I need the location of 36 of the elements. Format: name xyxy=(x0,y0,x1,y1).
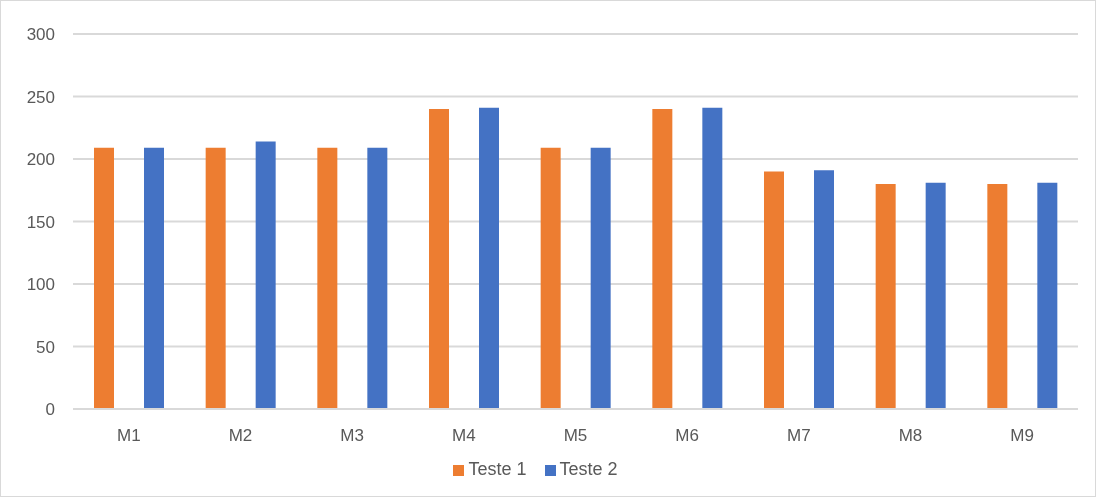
x-tick-label: M2 xyxy=(228,426,253,446)
bar xyxy=(925,182,946,409)
x-tick-label: M3 xyxy=(340,426,364,446)
bar xyxy=(205,147,226,409)
bar xyxy=(429,109,449,409)
y-tick-label: 150 xyxy=(26,212,55,232)
bar xyxy=(540,147,561,409)
x-tick-label: M6 xyxy=(675,426,699,446)
y-tick-label: 300 xyxy=(26,25,55,45)
bar xyxy=(814,170,834,409)
bar xyxy=(590,147,611,409)
x-tick-label: M1 xyxy=(117,426,141,446)
bar xyxy=(479,107,499,409)
bar xyxy=(144,147,164,409)
bar xyxy=(764,171,784,409)
x-tick-label: M4 xyxy=(452,426,476,446)
y-tick-label: 250 xyxy=(26,87,55,107)
bar xyxy=(987,184,1008,409)
bar xyxy=(702,107,723,409)
legend-label: Teste 1 xyxy=(468,459,527,479)
bar xyxy=(94,147,114,409)
y-tick-label: 200 xyxy=(26,150,55,170)
x-tick-label: M8 xyxy=(898,426,923,446)
y-tick-label: 0 xyxy=(45,400,55,420)
bar xyxy=(317,147,338,409)
y-tick-label: 50 xyxy=(36,337,55,357)
legend-label: Teste 2 xyxy=(559,459,618,479)
x-tick-label: M9 xyxy=(1010,426,1034,446)
x-tick-label: M5 xyxy=(563,426,588,446)
bar xyxy=(1037,182,1058,409)
bar xyxy=(875,184,896,409)
bar xyxy=(367,147,388,409)
y-tick-label: 100 xyxy=(26,275,55,295)
bar xyxy=(255,141,276,409)
bar xyxy=(652,109,673,409)
x-tick-label: M7 xyxy=(787,426,811,446)
